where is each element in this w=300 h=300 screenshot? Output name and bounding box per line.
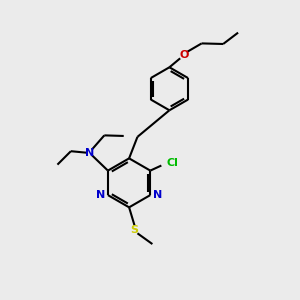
Text: Cl: Cl (167, 158, 178, 168)
Text: S: S (130, 225, 139, 235)
Text: N: N (153, 190, 162, 200)
Text: N: N (96, 190, 106, 200)
Text: N: N (85, 148, 94, 158)
Text: O: O (179, 50, 188, 60)
